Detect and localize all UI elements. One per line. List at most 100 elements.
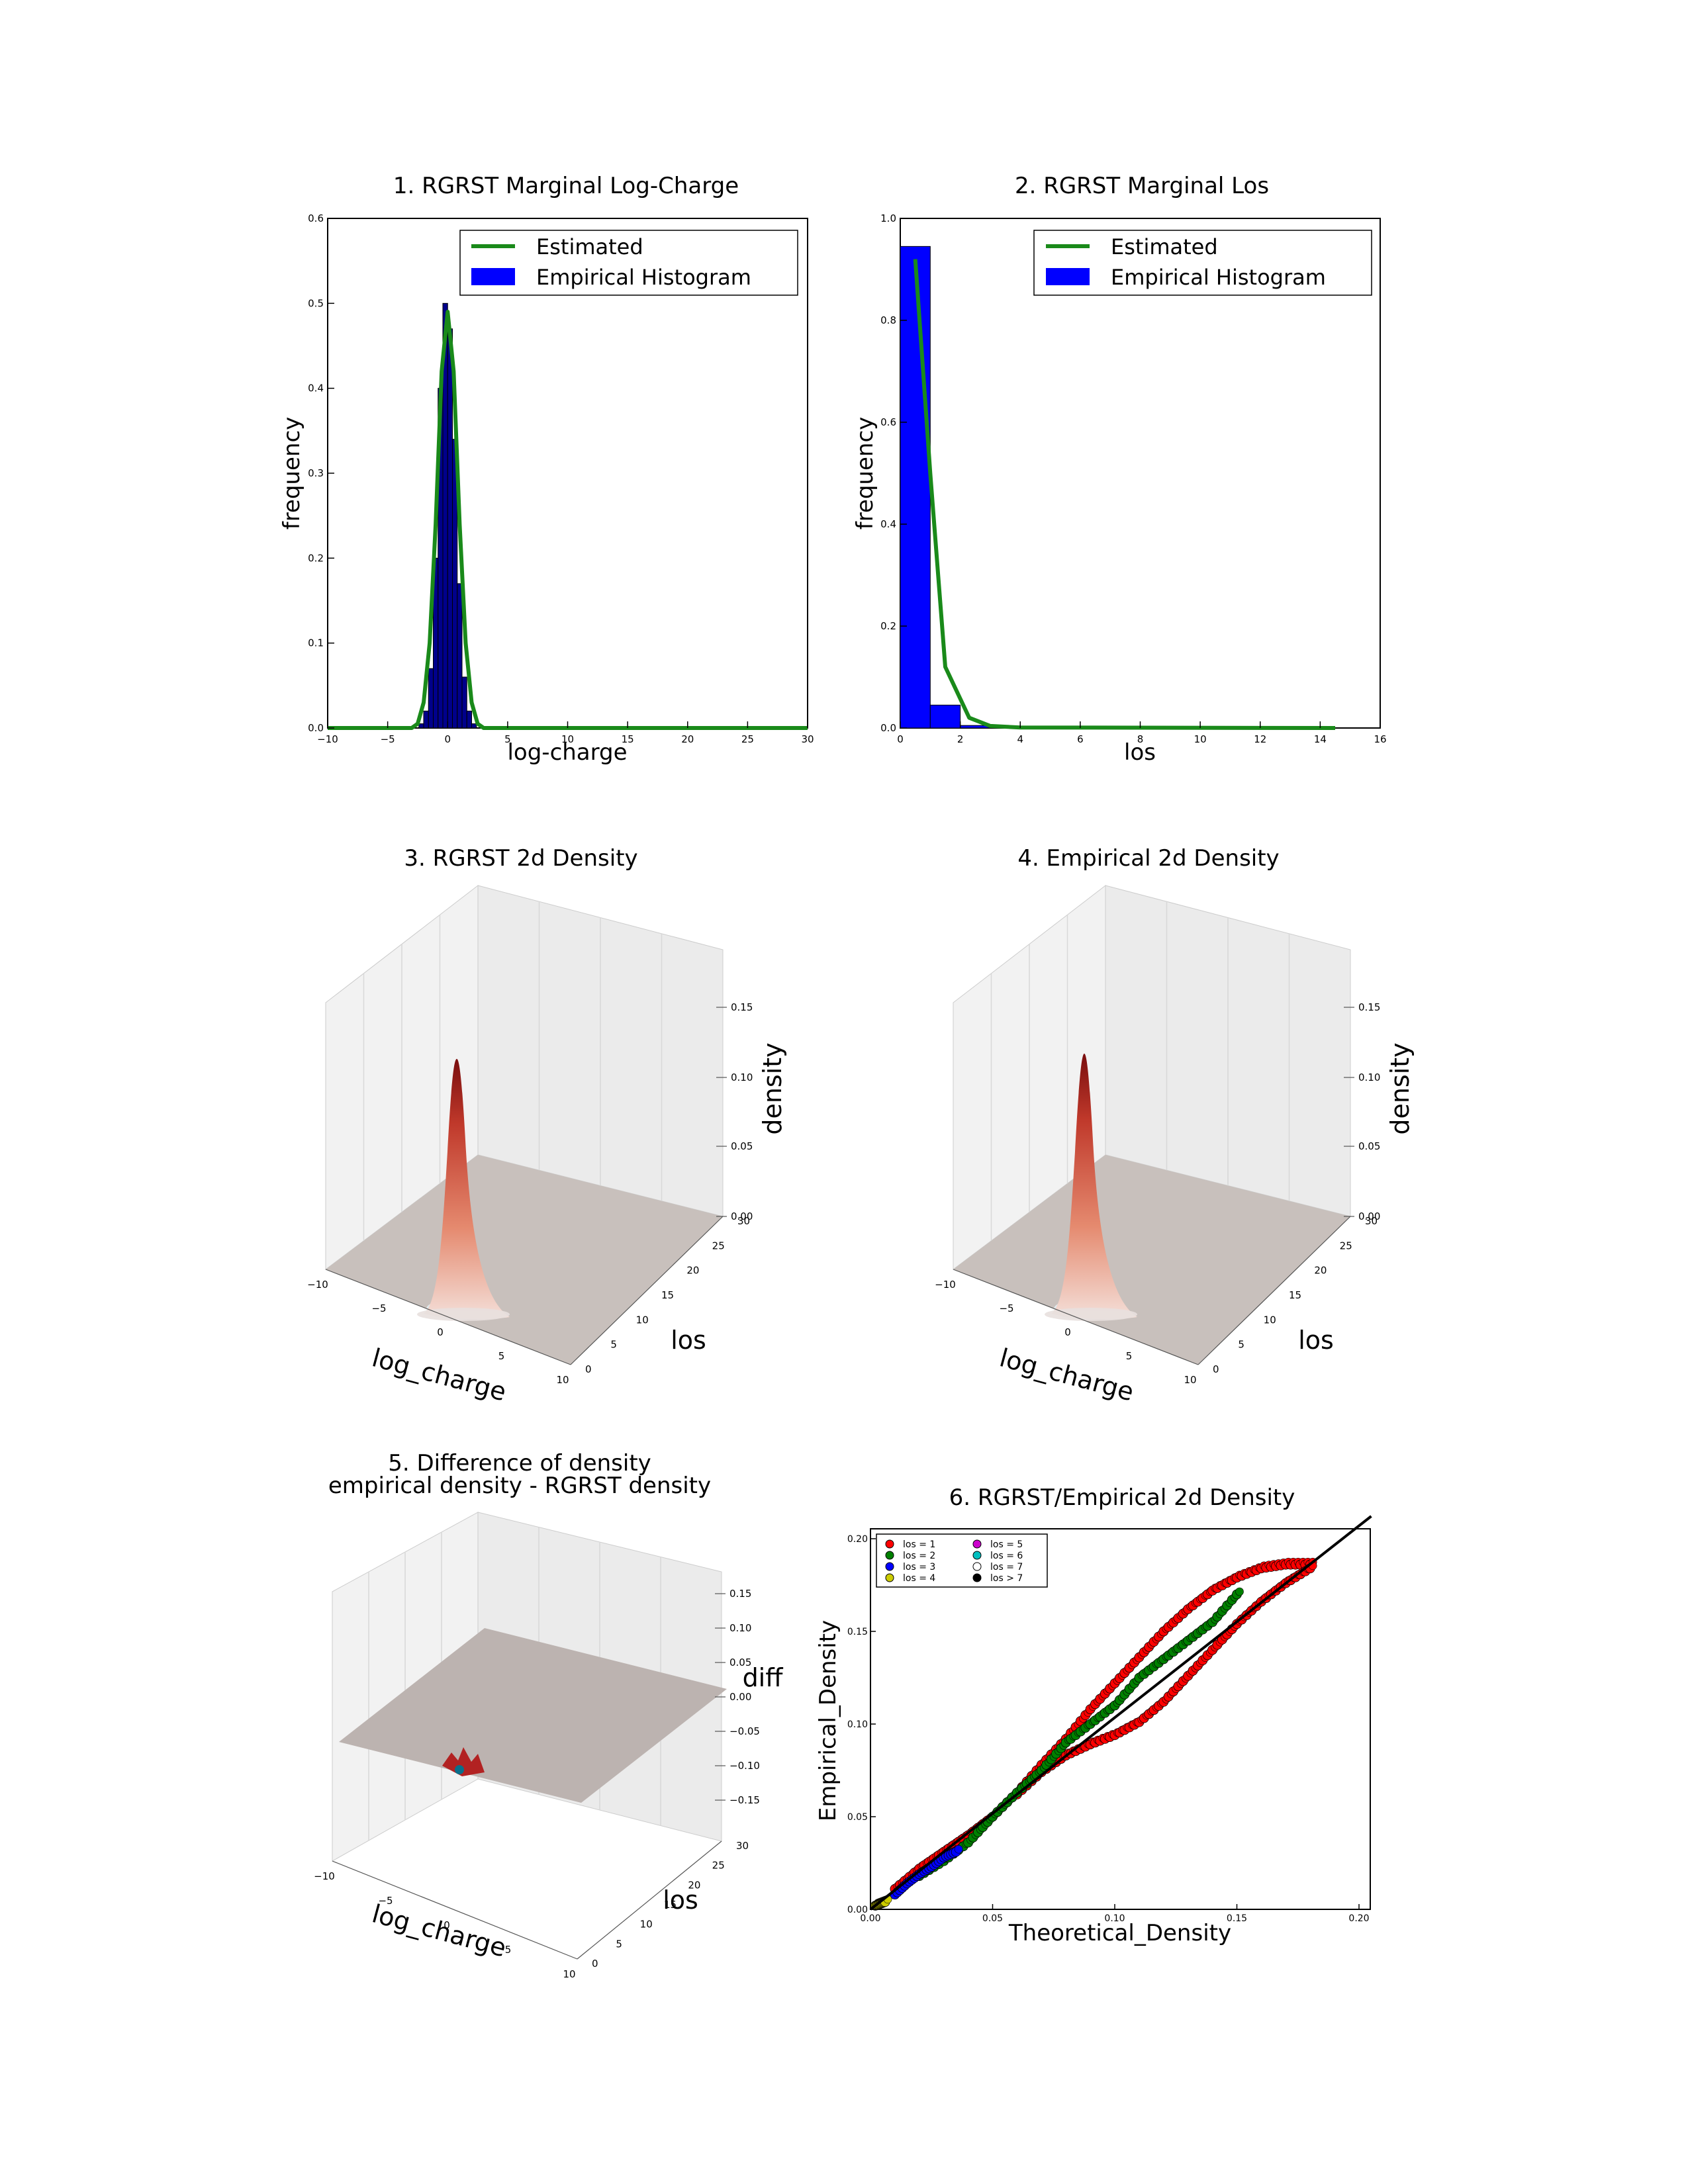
chart-4-floor xyxy=(953,1155,1350,1365)
chart-2-xtick-label: 6 xyxy=(1077,733,1084,745)
chart-3-zlabel: density xyxy=(758,1042,787,1134)
chart-1-xtick-label: −5 xyxy=(381,733,395,745)
p5-ztick-label: −0.10 xyxy=(729,1760,760,1772)
chart-2-legend-histogram: Empirical Histogram xyxy=(1111,265,1326,290)
p5-ztick-label: 0.00 xyxy=(729,1691,751,1703)
p5-ytick-label: 20 xyxy=(688,1879,700,1891)
p5-xtick-label: 5 xyxy=(505,1944,512,1956)
chart-6-legend-label: los > 7 xyxy=(990,1573,1023,1584)
p4-yaxis-line xyxy=(1197,1216,1351,1365)
p4-xtick-label: 10 xyxy=(1184,1374,1196,1386)
p4-ytick-label: 30 xyxy=(1365,1215,1378,1227)
chart-1-hist-bar xyxy=(418,723,424,729)
chart-2-xtick-label: 0 xyxy=(897,733,904,745)
chart-6-legend-label: los = 7 xyxy=(990,1562,1023,1572)
p5-ytick-label: 30 xyxy=(736,1840,749,1852)
p3-ytick-label: 15 xyxy=(661,1289,674,1301)
p4-ztick-label: 0.15 xyxy=(1358,1001,1380,1013)
chart-2-ytick-label: 0.0 xyxy=(880,722,896,734)
chart-2-legend: Estimated Empirical Histogram xyxy=(1033,230,1372,296)
p5-ztick-label: 0.10 xyxy=(729,1622,751,1634)
chart-1-ytick-label: 0.1 xyxy=(308,637,324,649)
chart-6-xtick-label: 0.10 xyxy=(1104,1913,1125,1924)
p3-ytick-label: 0 xyxy=(585,1363,592,1375)
chart-1-hist-bar xyxy=(466,710,472,729)
chart-4-zlabel: density xyxy=(1385,1042,1415,1134)
chart-2-xtick-label: 10 xyxy=(1194,733,1207,745)
chart-5-subtitle: empirical density - RGRST density xyxy=(328,1473,711,1499)
chart-1-hist-bar xyxy=(428,668,434,729)
chart-1-hist-bar xyxy=(423,710,429,729)
chart-2-xtick-label: 12 xyxy=(1254,733,1266,745)
chart-6-xlabel: Theoretical_Density xyxy=(1008,1920,1231,1946)
p3-ztick-label: 0.05 xyxy=(731,1140,753,1152)
chart-2-ylabel: frequency xyxy=(852,417,878,530)
p5-ztick-label: 0.15 xyxy=(729,1588,751,1600)
chart-6-point xyxy=(954,1844,963,1854)
chart-1-ylabel: frequency xyxy=(279,417,305,530)
chart-3-base-highlight xyxy=(417,1308,510,1321)
p3-xaxis-line xyxy=(325,1269,571,1365)
chart-1-title: 1. RGRST Marginal Log-Charge xyxy=(393,173,739,199)
p4-ytick-label: 20 xyxy=(1314,1265,1327,1277)
chart-6-legend-marker xyxy=(972,1562,982,1571)
chart-1-xlabel: log-charge xyxy=(507,739,627,766)
p4-ytick-label: 0 xyxy=(1213,1363,1219,1375)
chart-1-hist-bar xyxy=(457,583,463,729)
p3-xtick-label: −10 xyxy=(307,1279,328,1291)
chart-2-ytick-label: 0.6 xyxy=(880,416,896,428)
p4-xtick-label: −5 xyxy=(999,1302,1013,1314)
p3-xtick-label: 5 xyxy=(498,1350,505,1362)
p5-xaxis-line xyxy=(332,1860,578,1960)
chart-4-density-peak xyxy=(1051,1054,1137,1320)
p5-ytick-label: 15 xyxy=(664,1899,677,1911)
chart-5-diff-spike xyxy=(442,1747,485,1776)
chart-1-ytick-label: 0.4 xyxy=(308,383,324,394)
chart-1-legend: Estimated Empirical Histogram xyxy=(459,230,798,296)
p4-xaxis-line xyxy=(953,1269,1199,1365)
chart-5-xlabel: log_charge xyxy=(369,1899,509,1962)
chart-2-legend-estimated: Estimated xyxy=(1111,234,1218,259)
p5-xtick-label: −5 xyxy=(378,1895,393,1907)
chart-6-point xyxy=(1235,1587,1244,1596)
chart-3-floor xyxy=(326,1155,723,1365)
chart-5-zlabel: diff xyxy=(743,1663,784,1692)
chart-1-ytick-label: 0.6 xyxy=(308,212,324,224)
chart-1-ytick-label: 0.0 xyxy=(308,722,324,734)
chart-2-marginal-los: 2. RGRST Marginal Los 0 2 4 6 8 10 12 14 16 0.0 0… xyxy=(852,173,1387,766)
chart-1-marginal-log-charge: 1. RGRST Marginal Log-Charge −10 −5 0 5 10 15… xyxy=(279,173,814,766)
chart-3-density-peak xyxy=(424,1059,510,1320)
p4-ztick-label: 0.00 xyxy=(1358,1210,1380,1222)
chart-2-xtick-label: 4 xyxy=(1017,733,1023,745)
chart-1-ytick-label: 0.3 xyxy=(308,467,324,479)
p3-ytick-label: 20 xyxy=(686,1265,699,1277)
p4-ztick-label: 0.10 xyxy=(1358,1071,1380,1083)
chart-6-legend-marker xyxy=(972,1573,982,1582)
chart-1-xtick-label: 25 xyxy=(741,733,754,745)
chart-6-legend-label: los = 4 xyxy=(903,1573,935,1584)
chart-6-ytick-label: 0.05 xyxy=(847,1812,868,1823)
p4-ytick-label: 15 xyxy=(1289,1289,1301,1301)
chart-6-ytick-label: 0.10 xyxy=(847,1719,868,1730)
chart-3-title: 3. RGRST 2d Density xyxy=(404,845,637,872)
chart-4-title: 4. Empirical 2d Density xyxy=(1017,845,1279,872)
p5-ytick-label: 25 xyxy=(712,1860,725,1872)
p5-ytick-label: 0 xyxy=(592,1958,598,1970)
chart-6-legend-marker xyxy=(885,1562,894,1571)
p3-ztick-label: 0.10 xyxy=(731,1071,753,1083)
p3-ztick-label: 0.00 xyxy=(731,1210,753,1222)
chart-1-hist-bar xyxy=(461,676,467,729)
chart-2-xtick-label: 8 xyxy=(1137,733,1144,745)
chart-6-ytick-label: 0.15 xyxy=(847,1627,868,1637)
chart-4-base-highlight xyxy=(1045,1308,1137,1321)
chart-2-xtick-label: 2 xyxy=(957,733,964,745)
p4-xtick-label: 0 xyxy=(1064,1326,1071,1338)
chart-6-legend-label: los = 6 xyxy=(990,1551,1023,1561)
p4-ytick-label: 25 xyxy=(1340,1240,1352,1251)
chart-2-xtick-label: 16 xyxy=(1374,733,1386,745)
chart-1-plot-area xyxy=(327,218,808,729)
chart-6-legend-marker xyxy=(885,1551,894,1560)
chart-1-series-estimated xyxy=(328,310,808,730)
chart-6-legend-marker xyxy=(972,1539,982,1549)
